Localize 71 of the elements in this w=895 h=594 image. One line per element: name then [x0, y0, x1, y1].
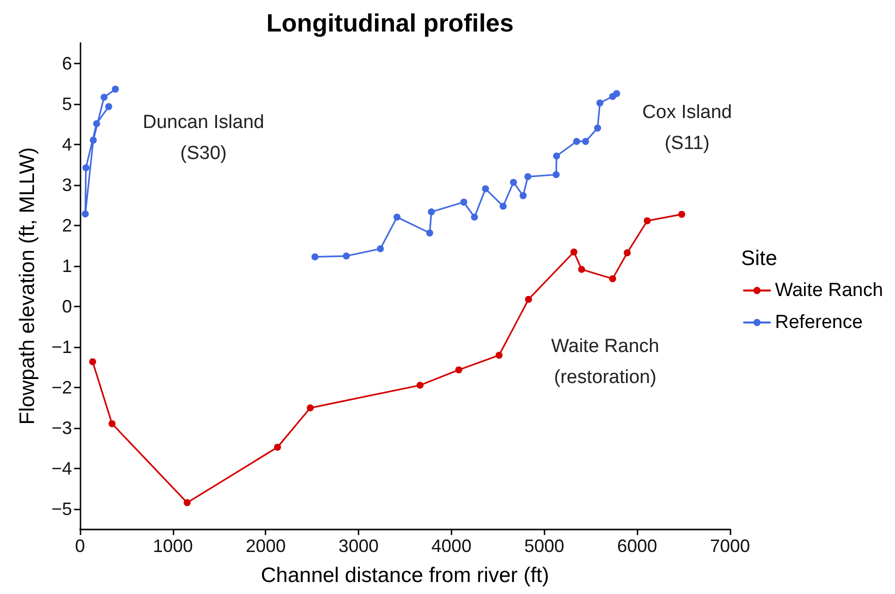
point — [82, 164, 90, 172]
y-tick-label: 5 — [62, 94, 72, 114]
point — [520, 192, 527, 200]
point — [525, 296, 532, 303]
y-tick-label: 0 — [62, 296, 72, 316]
x-tick-label: 4000 — [431, 536, 472, 556]
annotation: Waite Ranch (restoration) — [551, 336, 660, 388]
annotation: Cox Island (S11) — [642, 102, 732, 154]
point — [90, 136, 97, 144]
point — [82, 210, 89, 218]
x-tick-label: 5000 — [524, 536, 564, 556]
y-tick-label: −3 — [51, 418, 72, 438]
point — [496, 352, 503, 359]
point — [573, 138, 580, 145]
point — [609, 275, 616, 282]
point — [624, 249, 631, 256]
x-axis-title: Channel distance from river (ft) — [260, 564, 550, 587]
point — [644, 217, 651, 224]
point — [510, 178, 517, 186]
point — [678, 210, 686, 218]
legend-label: Waite Ranch — [775, 280, 884, 301]
point — [342, 252, 350, 260]
point — [613, 90, 620, 98]
point — [596, 99, 604, 106]
legend-label: Reference — [775, 312, 863, 333]
point — [582, 138, 590, 145]
point — [105, 103, 112, 110]
y-tick-label: −1 — [51, 336, 72, 357]
x-tick-label: 3000 — [338, 536, 379, 556]
point — [552, 171, 560, 178]
point — [570, 248, 578, 256]
point — [311, 253, 318, 260]
point — [500, 202, 507, 210]
chart-title: Longitudinal profiles — [266, 10, 514, 38]
x-tick-label: 6000 — [617, 536, 658, 556]
point — [416, 382, 424, 389]
point — [578, 266, 586, 273]
point — [553, 152, 560, 160]
point — [524, 173, 532, 180]
x-tick-label: 0 — [74, 536, 86, 556]
point — [460, 198, 468, 206]
point — [93, 120, 100, 128]
point — [89, 358, 96, 366]
y-tick-label: 4 — [62, 134, 72, 154]
point — [594, 124, 602, 132]
point — [455, 366, 462, 374]
point — [426, 229, 434, 236]
point — [482, 185, 490, 192]
point — [376, 245, 384, 252]
y-tick-label: −2 — [51, 377, 72, 398]
x-tick-label: 7000 — [710, 536, 750, 556]
annotation: Duncan Island (S30) — [142, 112, 264, 164]
y-tick-label: 6 — [62, 53, 72, 74]
x-tick-label: 1000 — [152, 536, 193, 556]
point — [470, 214, 478, 221]
point — [100, 94, 108, 101]
x-tick-label: 2000 — [246, 536, 286, 556]
y-tick-label: 2 — [62, 215, 72, 236]
point — [108, 420, 116, 428]
point — [274, 444, 282, 451]
y-tick-label: 3 — [62, 174, 72, 195]
y-tick-label: −5 — [51, 498, 72, 519]
y-tick-label: 1 — [62, 256, 72, 276]
point — [112, 86, 119, 93]
point — [428, 208, 435, 216]
y-tick-label: −4 — [51, 458, 72, 478]
point — [184, 499, 191, 506]
y-axis-title: Flowpath elevation (ft, MLLW) — [16, 147, 39, 425]
legend-title: Site — [741, 247, 778, 270]
point — [394, 214, 401, 221]
point — [306, 404, 314, 412]
